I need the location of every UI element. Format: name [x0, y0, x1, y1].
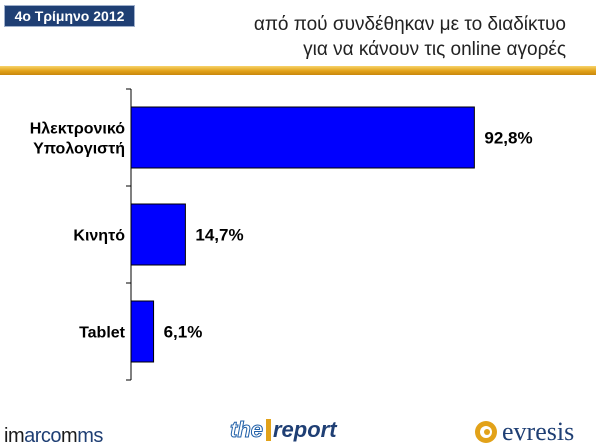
thereport-logo: the report [230, 417, 337, 443]
category-label: Tablet [79, 325, 126, 342]
page-title-line-1: από πού συνδέθηκαν με το διαδίκτυο [253, 14, 566, 35]
bar-chart: 92,8% Ηλεκτρονικό Υπολογιστή 14,7% Κινητό 6,1… [30, 88, 533, 381]
data-label: 6,1% [164, 323, 203, 342]
footer: imarcomms the report evresis [0, 412, 596, 448]
evresis-mark-icon [475, 421, 497, 443]
category-label: Ηλεκτρονικό [30, 121, 126, 138]
period-badge: 4ο Τρίμηνο 2012 [4, 5, 135, 27]
evresis-logo: evresis [474, 417, 574, 447]
page-title-line-2: για να κάνουν τις online αγορές [303, 39, 566, 60]
imarcomms-logo: imarcomms [4, 425, 103, 447]
header-divider [0, 66, 596, 75]
page-title: από πού συνδέθηκαν με το διαδίκτυο για ν… [146, 12, 566, 62]
data-label: 14,7% [195, 226, 243, 245]
category-label: Κινητό [73, 228, 125, 245]
bar [130, 203, 186, 266]
data-label: 92,8% [484, 129, 532, 148]
bar [130, 106, 475, 169]
category-label: Υπολογιστή [33, 141, 125, 158]
bar [130, 300, 155, 363]
evresis-wordmark: evresis [502, 417, 575, 446]
